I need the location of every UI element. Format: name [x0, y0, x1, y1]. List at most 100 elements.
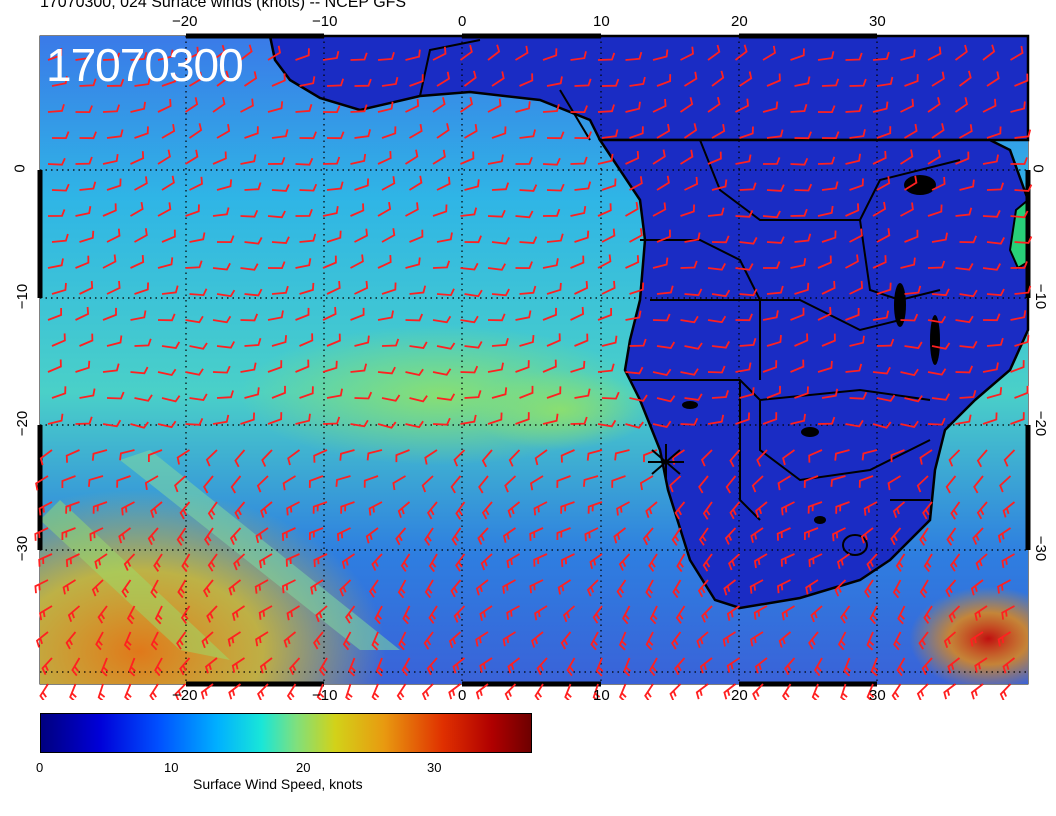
wind-barb — [464, 235, 482, 244]
wind-barb — [959, 340, 978, 349]
wind-barb — [134, 338, 152, 347]
wind-barb — [341, 553, 356, 569]
wind-barb — [684, 232, 701, 243]
wind-barb — [597, 254, 612, 269]
wind-barb — [1014, 334, 1030, 347]
wind-barb — [1010, 261, 1028, 269]
wind-barb — [267, 156, 286, 165]
wind-barb — [975, 553, 988, 571]
wind-barb — [533, 553, 548, 567]
wind-barb — [629, 176, 643, 191]
wind-barb — [625, 366, 644, 375]
wind-barb — [592, 605, 603, 624]
wind-barb — [487, 98, 502, 113]
wind-barb — [808, 553, 823, 568]
wind-barb — [904, 74, 919, 87]
wind-barb — [448, 631, 462, 649]
wind-barb — [753, 553, 768, 569]
wind-barb — [684, 393, 703, 401]
wind-barb — [699, 657, 713, 674]
wind-barb — [130, 255, 145, 269]
wind-barb — [102, 307, 117, 321]
wind-barb — [231, 657, 245, 673]
wind-barb — [729, 449, 741, 468]
wind-barb — [766, 184, 785, 192]
wind-barb — [766, 385, 781, 399]
wind-barb — [409, 123, 423, 139]
wind-barb — [849, 391, 868, 400]
wind-barb — [735, 412, 750, 425]
wind-barb — [405, 313, 424, 322]
wind-barb — [106, 228, 121, 243]
wind-barb — [762, 360, 778, 373]
wind-barb — [735, 313, 753, 322]
wind-barb — [531, 631, 544, 648]
wind-barb — [986, 236, 1005, 245]
wind-barb — [322, 306, 337, 321]
wind-barb — [927, 417, 946, 426]
wind-barb — [121, 501, 135, 516]
wind-barb — [1002, 501, 1016, 518]
wind-barb — [589, 553, 603, 570]
wind-barb — [185, 260, 203, 269]
wind-barb — [148, 449, 163, 462]
lon-tick-bottom: −10 — [312, 687, 338, 704]
wind-barb — [652, 149, 666, 165]
wind-barb — [595, 657, 604, 677]
wind-barb — [453, 449, 466, 467]
wind-barb — [381, 282, 397, 295]
wind-barb — [244, 126, 259, 139]
wind-barb — [240, 313, 259, 322]
lon-tick-bottom: 0 — [458, 687, 467, 704]
wind-barb — [432, 417, 451, 426]
wind-barb — [876, 76, 894, 87]
wind-barb — [652, 49, 669, 61]
wind-barb — [542, 307, 557, 321]
wind-barb — [982, 362, 999, 373]
wind-barb — [872, 255, 887, 269]
page-title: 17070300, 024 Surface winds (knots) -- N… — [40, 0, 407, 11]
wind-barb — [669, 683, 682, 700]
wind-barb — [648, 553, 658, 572]
wind-barb — [849, 335, 865, 347]
wind-barb — [369, 579, 379, 598]
star-marker — [648, 444, 684, 480]
wind-barb — [106, 78, 125, 87]
wind-barb — [707, 262, 726, 271]
wind-barb — [726, 657, 740, 673]
wind-barb — [106, 335, 123, 347]
lat-tick-left: −10 — [14, 283, 32, 310]
wind-barb — [405, 149, 419, 165]
wind-barb — [530, 475, 544, 491]
lon-tick-top: 20 — [731, 13, 748, 30]
wind-barb — [286, 683, 297, 700]
wind-barb — [491, 71, 505, 87]
wind-barb — [239, 44, 253, 61]
wind-barb — [586, 449, 603, 461]
wind-barb — [794, 76, 811, 87]
wind-barb — [814, 657, 823, 677]
wind-barb — [234, 501, 246, 520]
wind-barb — [130, 366, 149, 375]
wind-barb — [570, 416, 588, 425]
colorbar — [40, 713, 532, 753]
wind-barb — [762, 210, 781, 219]
wind-barb — [735, 98, 749, 113]
wind-barb — [487, 154, 504, 165]
wind-barb — [623, 657, 631, 677]
wind-barb — [244, 288, 263, 297]
wind-barb — [381, 394, 401, 402]
wind-barb — [189, 232, 206, 243]
wind-barb — [106, 280, 121, 295]
wind-barb — [876, 338, 895, 347]
wind-barb — [986, 126, 1002, 139]
wind-barb — [271, 236, 290, 244]
wind-barb — [762, 45, 776, 61]
wind-barb — [916, 475, 929, 493]
wind-barb — [161, 229, 176, 243]
wind-barb — [546, 233, 564, 243]
wind-barb — [271, 184, 290, 192]
wind-barb — [436, 288, 455, 297]
wind-barb — [845, 308, 860, 321]
wind-barb — [184, 97, 199, 113]
